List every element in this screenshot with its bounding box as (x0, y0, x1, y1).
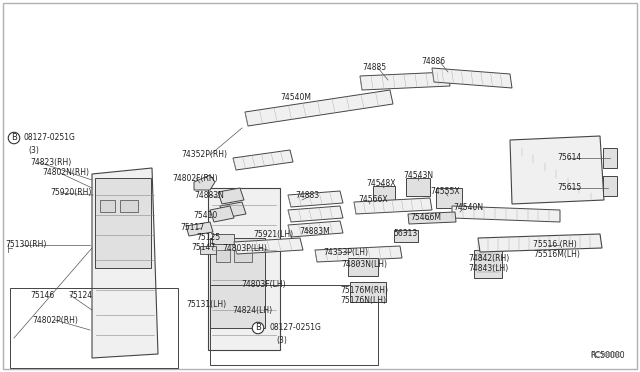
Text: 75147: 75147 (191, 244, 215, 253)
Bar (210, 238, 265, 328)
Bar (394, 230, 418, 242)
Bar (474, 250, 502, 278)
Bar (200, 246, 216, 254)
Bar (373, 186, 395, 204)
Text: 08127-0251G: 08127-0251G (24, 134, 76, 142)
Text: 75124: 75124 (68, 291, 92, 299)
Text: 74802N(RH): 74802N(RH) (42, 169, 89, 177)
Text: (3): (3) (28, 145, 39, 154)
Polygon shape (354, 198, 432, 214)
Bar (95, 178, 151, 268)
Bar (216, 250, 230, 262)
Text: 74548X: 74548X (366, 179, 396, 187)
Text: 75131(LH): 75131(LH) (186, 301, 226, 310)
Text: B: B (255, 324, 261, 333)
Text: 75466M: 75466M (410, 214, 441, 222)
Text: 74843(LH): 74843(LH) (468, 263, 508, 273)
Bar (436, 188, 462, 208)
Polygon shape (92, 168, 158, 358)
Text: 74543N: 74543N (403, 171, 433, 180)
Polygon shape (288, 221, 343, 237)
Text: 75176M(RH): 75176M(RH) (340, 285, 388, 295)
Bar (120, 200, 138, 212)
Polygon shape (360, 72, 450, 90)
Polygon shape (478, 234, 602, 252)
Text: 75410: 75410 (193, 211, 217, 219)
Polygon shape (218, 188, 244, 204)
Polygon shape (288, 206, 343, 222)
Text: 74353P(LH): 74353P(LH) (323, 248, 368, 257)
Bar (406, 178, 430, 196)
Text: 56313: 56313 (393, 228, 417, 237)
Text: 74802P(RH): 74802P(RH) (32, 315, 78, 324)
Polygon shape (510, 136, 604, 204)
Polygon shape (234, 238, 303, 254)
Text: 08127-0251G: 08127-0251G (270, 324, 322, 333)
Text: 74885: 74885 (362, 64, 386, 73)
Text: 75920(RH): 75920(RH) (50, 189, 92, 198)
Text: 74886: 74886 (421, 58, 445, 67)
Text: 74352P(RH): 74352P(RH) (181, 151, 227, 160)
Text: 75176N(LH): 75176N(LH) (340, 295, 386, 305)
Bar (350, 282, 386, 302)
Polygon shape (210, 206, 234, 222)
Text: 74555X: 74555X (430, 187, 460, 196)
Polygon shape (408, 212, 456, 224)
Polygon shape (194, 175, 215, 190)
Polygon shape (288, 191, 343, 207)
Polygon shape (432, 68, 512, 88)
Text: 75117: 75117 (180, 224, 204, 232)
Text: 75516 (RH): 75516 (RH) (533, 241, 577, 250)
Text: 74883N: 74883N (194, 190, 224, 199)
Polygon shape (245, 90, 393, 126)
Polygon shape (233, 150, 293, 170)
Polygon shape (452, 206, 560, 222)
Text: 74823(RH): 74823(RH) (30, 157, 71, 167)
Text: 74802F(RH): 74802F(RH) (172, 173, 218, 183)
Text: 75516M(LH): 75516M(LH) (533, 250, 580, 260)
Text: 75130(RH): 75130(RH) (5, 241, 46, 250)
Text: 74803P(LH): 74803P(LH) (222, 244, 267, 253)
Bar (210, 285, 378, 365)
Polygon shape (315, 246, 402, 262)
Bar (603, 148, 617, 168)
Bar (100, 200, 115, 212)
Text: 74883: 74883 (295, 192, 319, 201)
Bar (10, 288, 178, 368)
Text: 75614: 75614 (557, 154, 581, 163)
Polygon shape (220, 202, 246, 218)
Text: 74883M: 74883M (299, 228, 330, 237)
Bar (212, 234, 234, 244)
Polygon shape (208, 188, 280, 350)
Text: 74540M: 74540M (280, 93, 311, 103)
Text: 74842(RH): 74842(RH) (468, 253, 509, 263)
Bar (348, 258, 378, 276)
Bar (603, 176, 617, 196)
Text: (3): (3) (276, 336, 287, 344)
Text: 74803F(LH): 74803F(LH) (241, 280, 285, 289)
Text: RC50000: RC50000 (591, 352, 622, 358)
Polygon shape (186, 222, 213, 236)
Text: 74566X: 74566X (358, 196, 388, 205)
Text: 75125: 75125 (196, 234, 220, 243)
Text: B: B (11, 134, 17, 142)
Text: 74824(LH): 74824(LH) (232, 305, 272, 314)
Text: 75146: 75146 (30, 291, 54, 299)
Text: RC50000: RC50000 (590, 350, 625, 359)
Bar (234, 250, 252, 262)
Text: 74540N: 74540N (453, 203, 483, 212)
Text: 75921(LH): 75921(LH) (253, 231, 293, 240)
Text: 75615: 75615 (557, 183, 581, 192)
Text: 74803N(LH): 74803N(LH) (341, 260, 387, 269)
